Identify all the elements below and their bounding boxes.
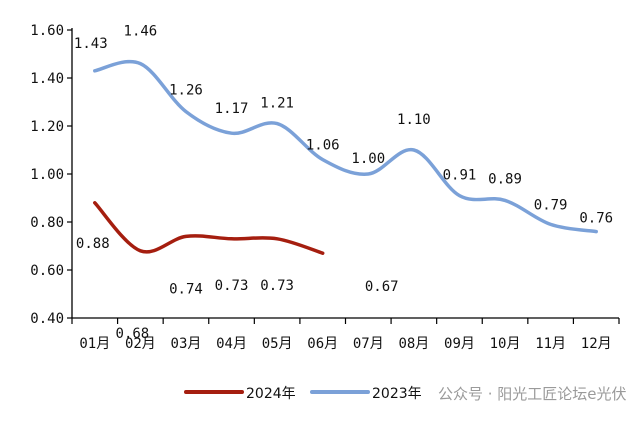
data-label-2024: 0.67 (365, 279, 399, 295)
data-label-2023: 0.89 (488, 171, 522, 187)
data-label-2023: 1.06 (306, 138, 340, 154)
series-lines (93, 59, 598, 255)
data-label-2024: 0.88 (76, 236, 110, 252)
x-tick-label: 11月 (535, 336, 566, 352)
x-tick-label: 09月 (444, 336, 475, 352)
data-label-2023: 1.46 (124, 24, 158, 40)
y-tick-label: 1.20 (30, 119, 64, 135)
data-label-2023: 0.91 (443, 168, 477, 184)
watermark: 公众号 · 阳光工匠论坛e光伏 (438, 385, 627, 403)
data-label-2024: 0.73 (260, 278, 294, 294)
x-tick-label: 08月 (398, 336, 429, 352)
data-label-2023: 1.21 (260, 96, 294, 112)
y-tick-label: 1.60 (30, 23, 64, 39)
data-label-2024: 0.68 (116, 326, 150, 342)
y-tick-label: 0.60 (30, 263, 64, 279)
data-label-2023: 0.79 (534, 197, 568, 213)
y-tick-label: 1.00 (30, 167, 64, 183)
series-line-2024 (93, 201, 325, 255)
legend-label-2023: 2023年 (372, 386, 422, 402)
legend-label-2024: 2024年 (246, 386, 296, 402)
y-tick-label: 0.40 (30, 311, 64, 327)
x-tick-label: 05月 (262, 336, 293, 352)
x-tick-label: 07月 (353, 336, 384, 352)
data-label-2023: 1.17 (215, 101, 249, 117)
x-tick-label: 02月 (125, 336, 156, 352)
data-labels: 1.43 1.46 1.26 1.17 1.21 1.06 1.00 1.10 0.91 0.89… (74, 24, 613, 342)
x-tick-label: 01月 (79, 336, 110, 352)
x-tick-label: 04月 (216, 336, 247, 352)
data-label-2023: 1.43 (74, 36, 108, 52)
x-tick-label: 10月 (490, 336, 521, 352)
data-label-2024: 0.74 (169, 281, 203, 297)
x-tick-label: 06月 (307, 336, 338, 352)
y-tick-label: 0.80 (30, 215, 64, 231)
series-line-2023 (93, 59, 598, 234)
x-tick-label: 03月 (171, 336, 202, 352)
data-label-2023: 1.26 (169, 83, 203, 99)
data-label-2023: 1.10 (397, 112, 431, 128)
data-label-2023: 0.76 (579, 211, 613, 227)
x-tick-label: 12月 (581, 336, 612, 352)
y-tick-label: 1.40 (30, 71, 64, 87)
data-label-2024: 0.73 (215, 278, 249, 294)
axes: 0.40 0.60 0.80 1.00 1.20 1.40 1.60 01月 02月 03月 04月… (30, 23, 620, 352)
data-label-2023: 1.00 (351, 151, 385, 167)
legend: 2024年 2023年 (184, 386, 422, 402)
